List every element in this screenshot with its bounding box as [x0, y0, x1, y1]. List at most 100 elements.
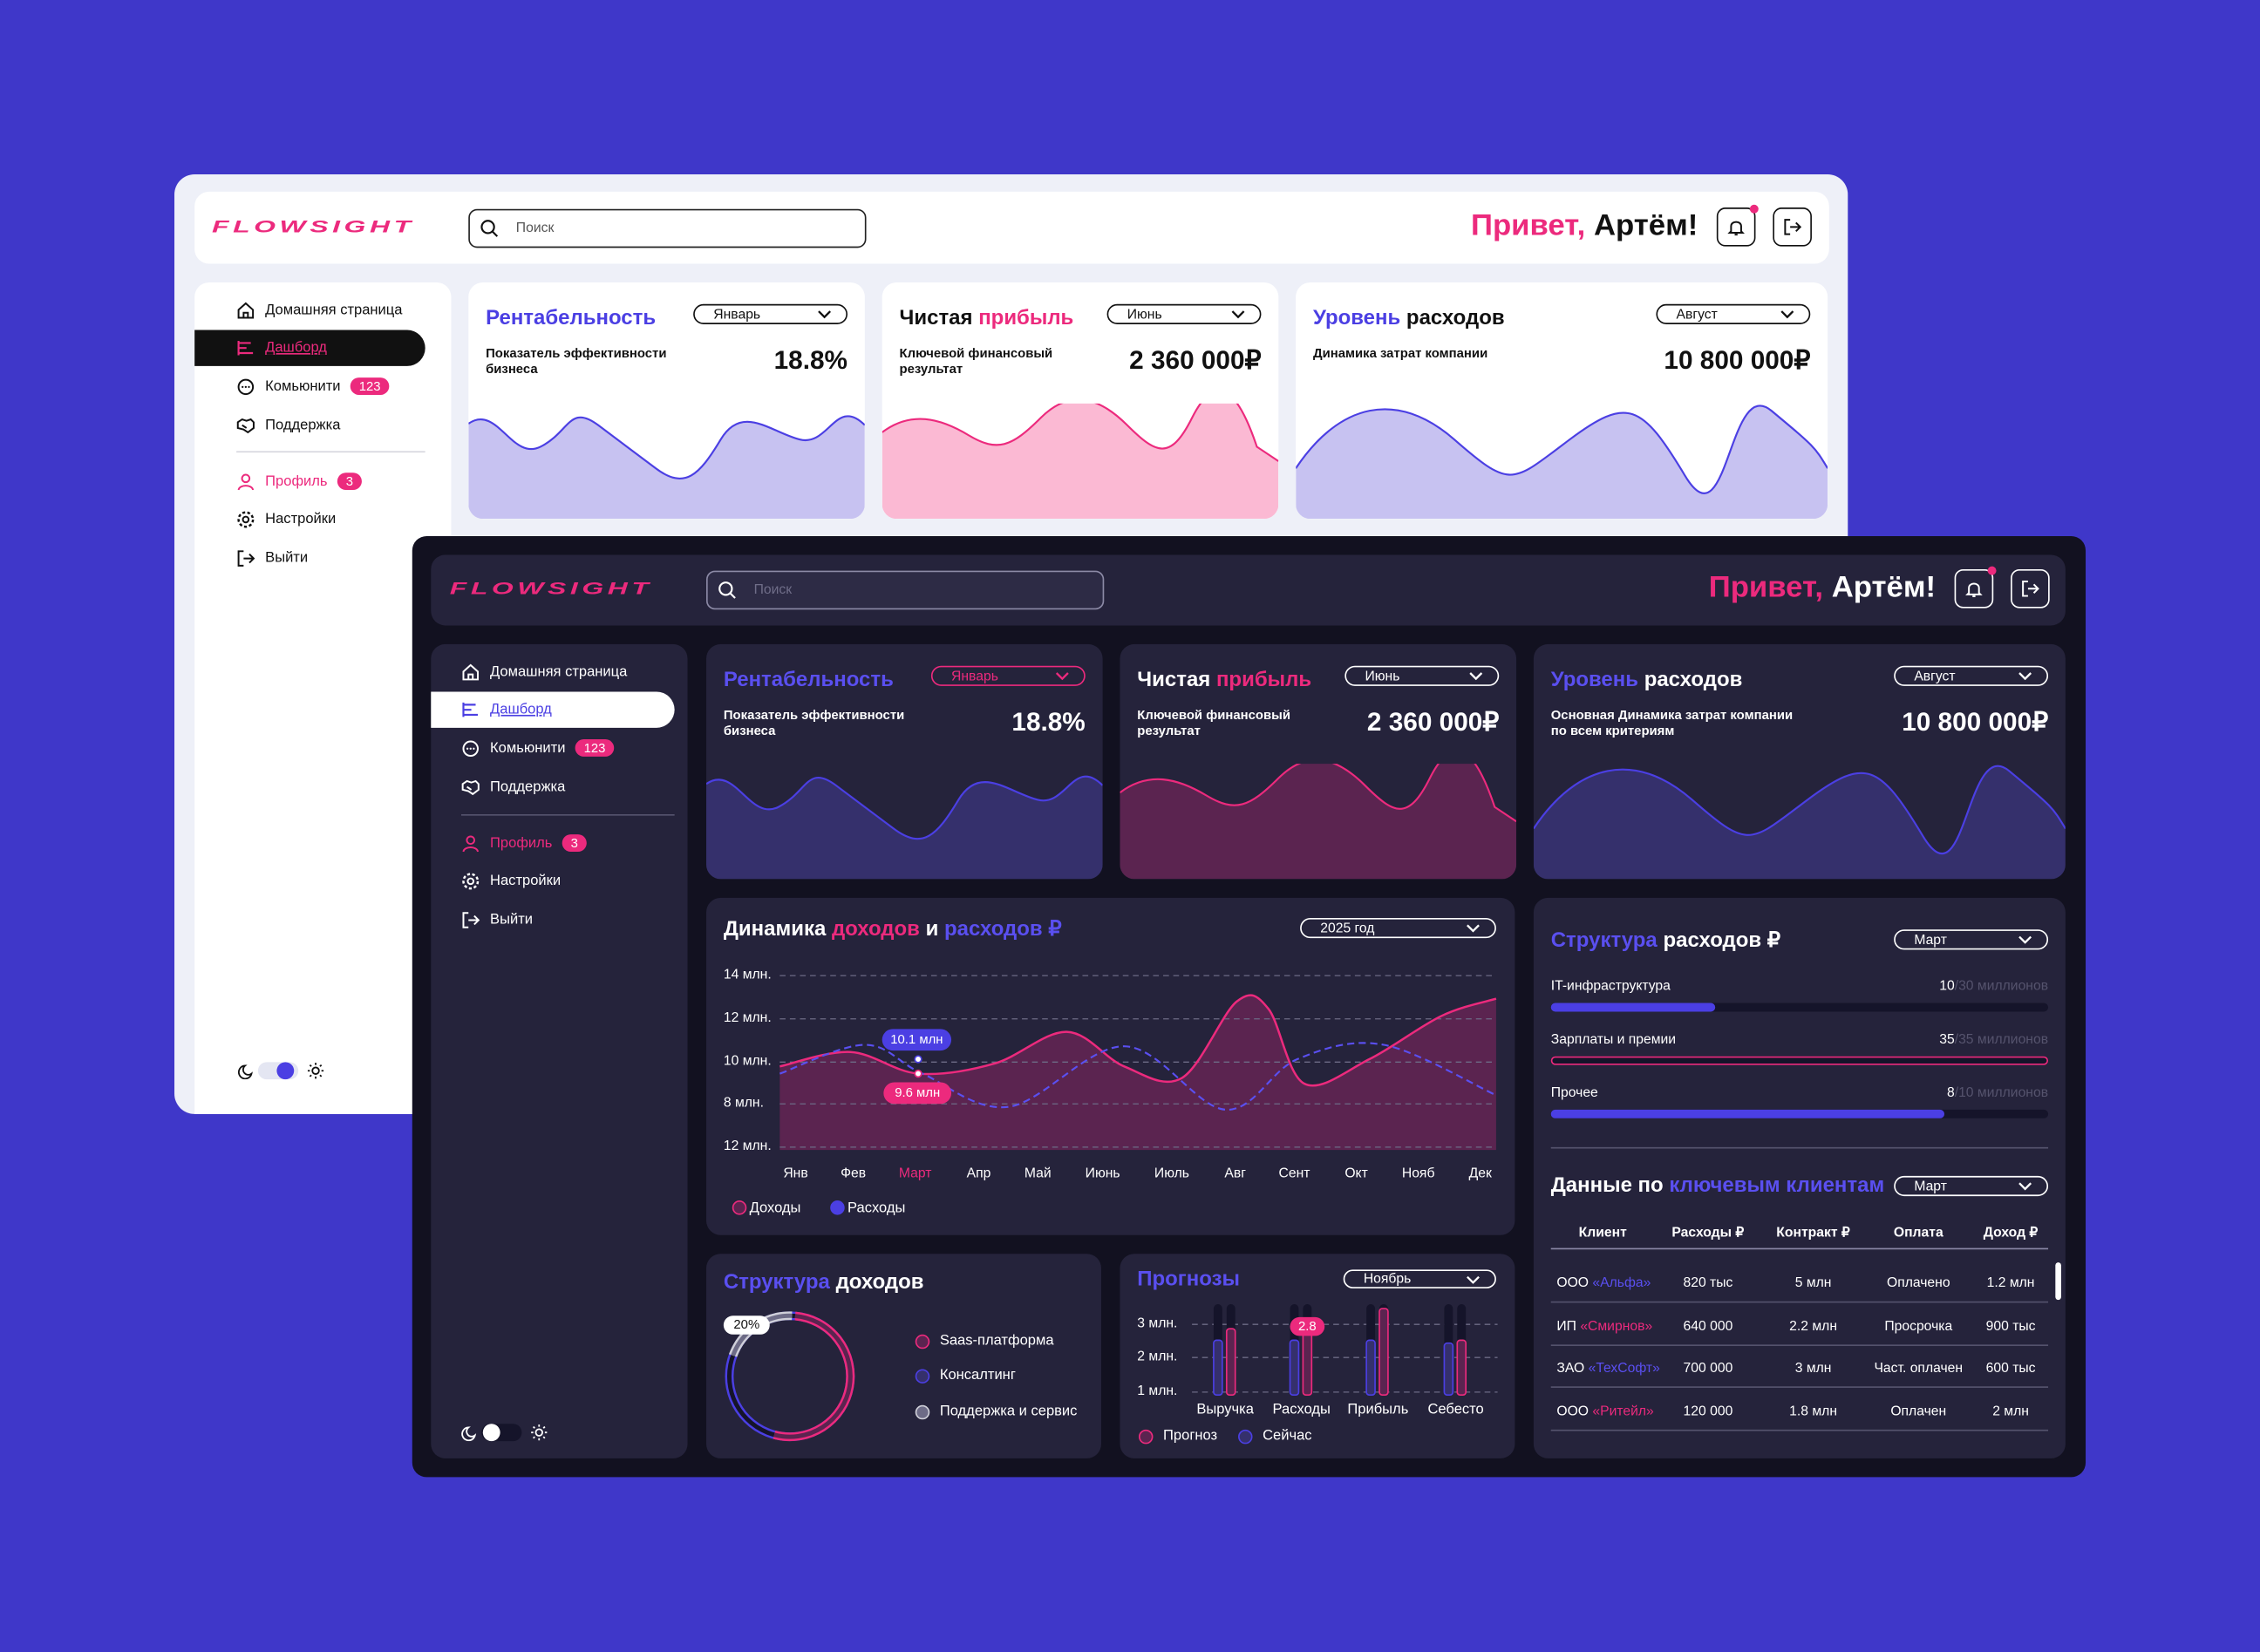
moon-icon [237, 1064, 253, 1080]
dropdown[interactable]: Август [1894, 665, 2049, 686]
nav-item[interactable]: Выйти [265, 547, 308, 568]
kpi-value: 18.8% [1011, 707, 1086, 737]
nav-item[interactable]: Поддержка [490, 777, 565, 797]
title-part: доходов [831, 918, 920, 942]
greeting-hello: Привет, [1708, 570, 1824, 604]
logout-button[interactable] [1773, 207, 1812, 247]
x-axis-label: Выручка [1196, 1402, 1254, 1418]
x-axis-label: Янв [783, 1166, 808, 1182]
legend-swatch [915, 1369, 930, 1383]
table-header: Оплата [1893, 1225, 1943, 1241]
bell-button[interactable] [1954, 566, 1997, 608]
dropdown[interactable]: Июнь [1106, 303, 1262, 324]
table-cell: 120 000 [1683, 1404, 1733, 1420]
nav-item[interactable]: Поддержка [265, 415, 340, 435]
table-cell: 1.2 млн [1986, 1275, 2035, 1292]
nav-item[interactable]: Комьюнити 123 [490, 738, 615, 758]
title-part: расходов ₽ [944, 918, 1062, 942]
theme-toggle[interactable] [481, 1424, 522, 1442]
y-axis-label: 8 млн. [723, 1095, 764, 1112]
nav-item[interactable]: Настройки [490, 870, 561, 890]
progress-track [1550, 1109, 2049, 1118]
dropdown[interactable]: 2025 год [1300, 918, 1496, 939]
search-placeholder: Поиск [753, 581, 793, 599]
theme-toggle[interactable] [257, 1062, 299, 1080]
table-cell: Част. оплачен [1874, 1360, 1964, 1377]
expense-amount: 8/10 миллионов [1947, 1085, 2048, 1101]
nav-item[interactable]: Профиль 3 [265, 472, 362, 492]
legend-label: Сейчас [1263, 1428, 1312, 1445]
title-part: Данные по [1550, 1174, 1664, 1198]
table-cell: Просрочка [1884, 1318, 1953, 1335]
logo: FLOWSIGHT [212, 216, 415, 236]
dropdown[interactable]: Январь [930, 665, 1086, 686]
dropdown[interactable]: Ноябрь [1343, 1269, 1496, 1288]
search-box[interactable]: Поиск [468, 208, 867, 248]
dropdown[interactable]: Март [1894, 929, 2049, 950]
icon [237, 549, 255, 567]
logout-icon [1784, 219, 1802, 235]
title-part: Прогнозы [1137, 1268, 1241, 1292]
nav-item[interactable]: Профиль 3 [490, 833, 587, 853]
dropdown-value: Январь [713, 306, 761, 323]
y-axis-label: 3 млн. [1137, 1315, 1178, 1332]
dropdown-value: Ноябрь [1363, 1271, 1412, 1288]
table-cell: 600 тыс [1985, 1360, 2036, 1377]
logout-button[interactable] [2011, 568, 2050, 608]
nav-item[interactable]: Домашняя страница [490, 662, 627, 682]
chevron [818, 310, 832, 319]
nav-item[interactable]: Выйти [490, 909, 533, 929]
bell-button[interactable] [1716, 204, 1759, 247]
nav-item[interactable]: Дашборд [265, 337, 327, 357]
chevron [1780, 310, 1794, 319]
bell-icon [1965, 582, 1983, 598]
panel-title: Рентабельность [724, 669, 894, 691]
dropdown-value: 2025 год [1320, 920, 1375, 936]
nav-item[interactable]: Комьюнити 123 [265, 376, 390, 396]
chevron [1467, 1275, 1480, 1284]
nav-item[interactable]: Дашборд [490, 699, 552, 719]
search-placeholder: Поиск [515, 220, 555, 237]
header [194, 191, 1829, 264]
nav-label: Настройки [265, 511, 337, 527]
nav-item[interactable]: Домашняя страница [265, 300, 402, 320]
panel-title: Чистая прибыль [1137, 669, 1311, 691]
nav-label: Профиль [265, 473, 328, 490]
toggle-knob [482, 1424, 500, 1442]
dropdown[interactable]: Август [1656, 303, 1811, 324]
dropdown[interactable]: Март [1894, 1175, 2049, 1197]
x-axis-label: Сент [1278, 1166, 1310, 1182]
nav-label: Комьюнити [490, 739, 566, 757]
tooltip: 2.8 [1290, 1316, 1325, 1336]
icon [462, 872, 480, 889]
nav-item[interactable]: Настройки [265, 509, 336, 529]
legend-label: Saas-платформа [939, 1333, 1054, 1349]
x-axis-label: Нояб [1401, 1166, 1435, 1182]
x-axis-label: Апр [966, 1166, 991, 1182]
divider [1550, 1146, 2049, 1149]
nav-label: Поддержка [265, 417, 341, 433]
legend-swatch [915, 1404, 930, 1420]
panel-title: Рентабельность [486, 307, 656, 330]
dropdown[interactable]: Январь [693, 303, 848, 324]
expense-amount-value: 35 [1939, 1031, 1955, 1048]
client-name: ООО «Ритейл» [1556, 1404, 1653, 1419]
legend-label: Консалтинг [939, 1367, 1016, 1383]
kpi-card: Чистая прибыль Июнь Ключевой финансовый рез… [882, 282, 1279, 520]
nav-badge: 123 [575, 739, 615, 757]
sparkline [1296, 405, 1828, 520]
title-part: Рентабельность [486, 307, 657, 330]
nav-label: Дашборд [490, 701, 552, 717]
sparkline [1120, 764, 1517, 880]
x-axis-label: Июнь [1085, 1166, 1120, 1182]
search-box[interactable]: Поиск [706, 570, 1105, 610]
forecast-panel: Прогнозы Ноябрь 3 млн. 2 млн. 1 млн. Выручка Р… [1120, 1254, 1515, 1458]
table-header: Расходы ₽ [1671, 1225, 1745, 1241]
dropdown[interactable]: Июнь [1344, 665, 1500, 686]
forecast-bars [1192, 1304, 1498, 1397]
dropdown-value: Июнь [1365, 668, 1400, 684]
legend-swatch [830, 1200, 845, 1215]
sun-icon [531, 1424, 548, 1441]
kpi-card: Уровень расходов Август Динамика затрат ком… [1296, 282, 1828, 520]
x-axis-label: Себесто [1427, 1402, 1484, 1418]
